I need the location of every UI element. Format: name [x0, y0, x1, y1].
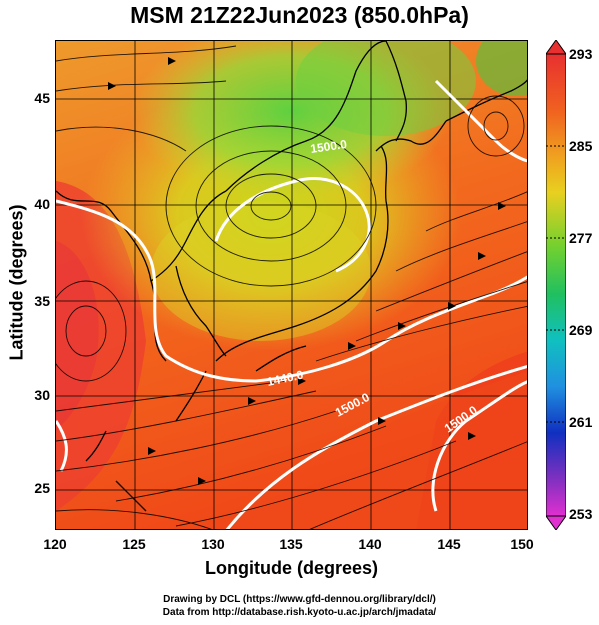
streamlines [56, 45, 527, 529]
x-axis-label: Longitude (degrees) [204, 558, 378, 578]
y-tick-label: 25 [34, 480, 50, 496]
x-tick-label: 130 [201, 536, 225, 552]
y-tick-label: 30 [34, 387, 50, 403]
colorbar-tick: 269 [569, 322, 593, 338]
map-plot-area: 1440.0 1500.0 1500.0 1500.0 [55, 40, 528, 530]
colorbar-tick: 285 [569, 138, 593, 154]
temperature-map: 1440.0 1500.0 1500.0 1500.0 [56, 41, 527, 529]
credit-data[interactable]: Data from http://database.rish.kyoto-u.a… [162, 607, 437, 618]
colorbar-tick: 293 [569, 46, 593, 62]
coastlines [56, 41, 527, 512]
contour-label: 1500.0 [309, 137, 348, 156]
height-contours [56, 79, 527, 529]
x-tick-label: 145 [437, 536, 461, 552]
colorbar-tick: 253 [569, 506, 593, 522]
x-tick-label: 135 [279, 536, 303, 552]
y-axis-label: Latitude (degrees) [6, 204, 27, 361]
colorbar [546, 40, 566, 530]
x-tick-label: 120 [43, 536, 67, 552]
chart-title: MSM 21Z22Jun2023 (850.0hPa) [130, 2, 469, 28]
stream-arrows [108, 57, 506, 485]
colorbar-tick: 261 [569, 414, 593, 430]
credits: Drawing by DCL (https://www.gfd-dennou.o… [0, 593, 599, 619]
y-tick-label: 35 [34, 293, 50, 309]
graticule [56, 41, 527, 529]
x-tick-label: 140 [358, 536, 382, 552]
colorbar-tick: 277 [569, 230, 593, 246]
credit-drawing[interactable]: Drawing by DCL (https://www.gfd-dennou.o… [163, 594, 436, 605]
x-tick-label: 125 [122, 536, 146, 552]
y-tick-label: 45 [34, 90, 50, 106]
x-tick-label: 150 [510, 536, 534, 552]
y-tick-label: 40 [34, 196, 50, 212]
